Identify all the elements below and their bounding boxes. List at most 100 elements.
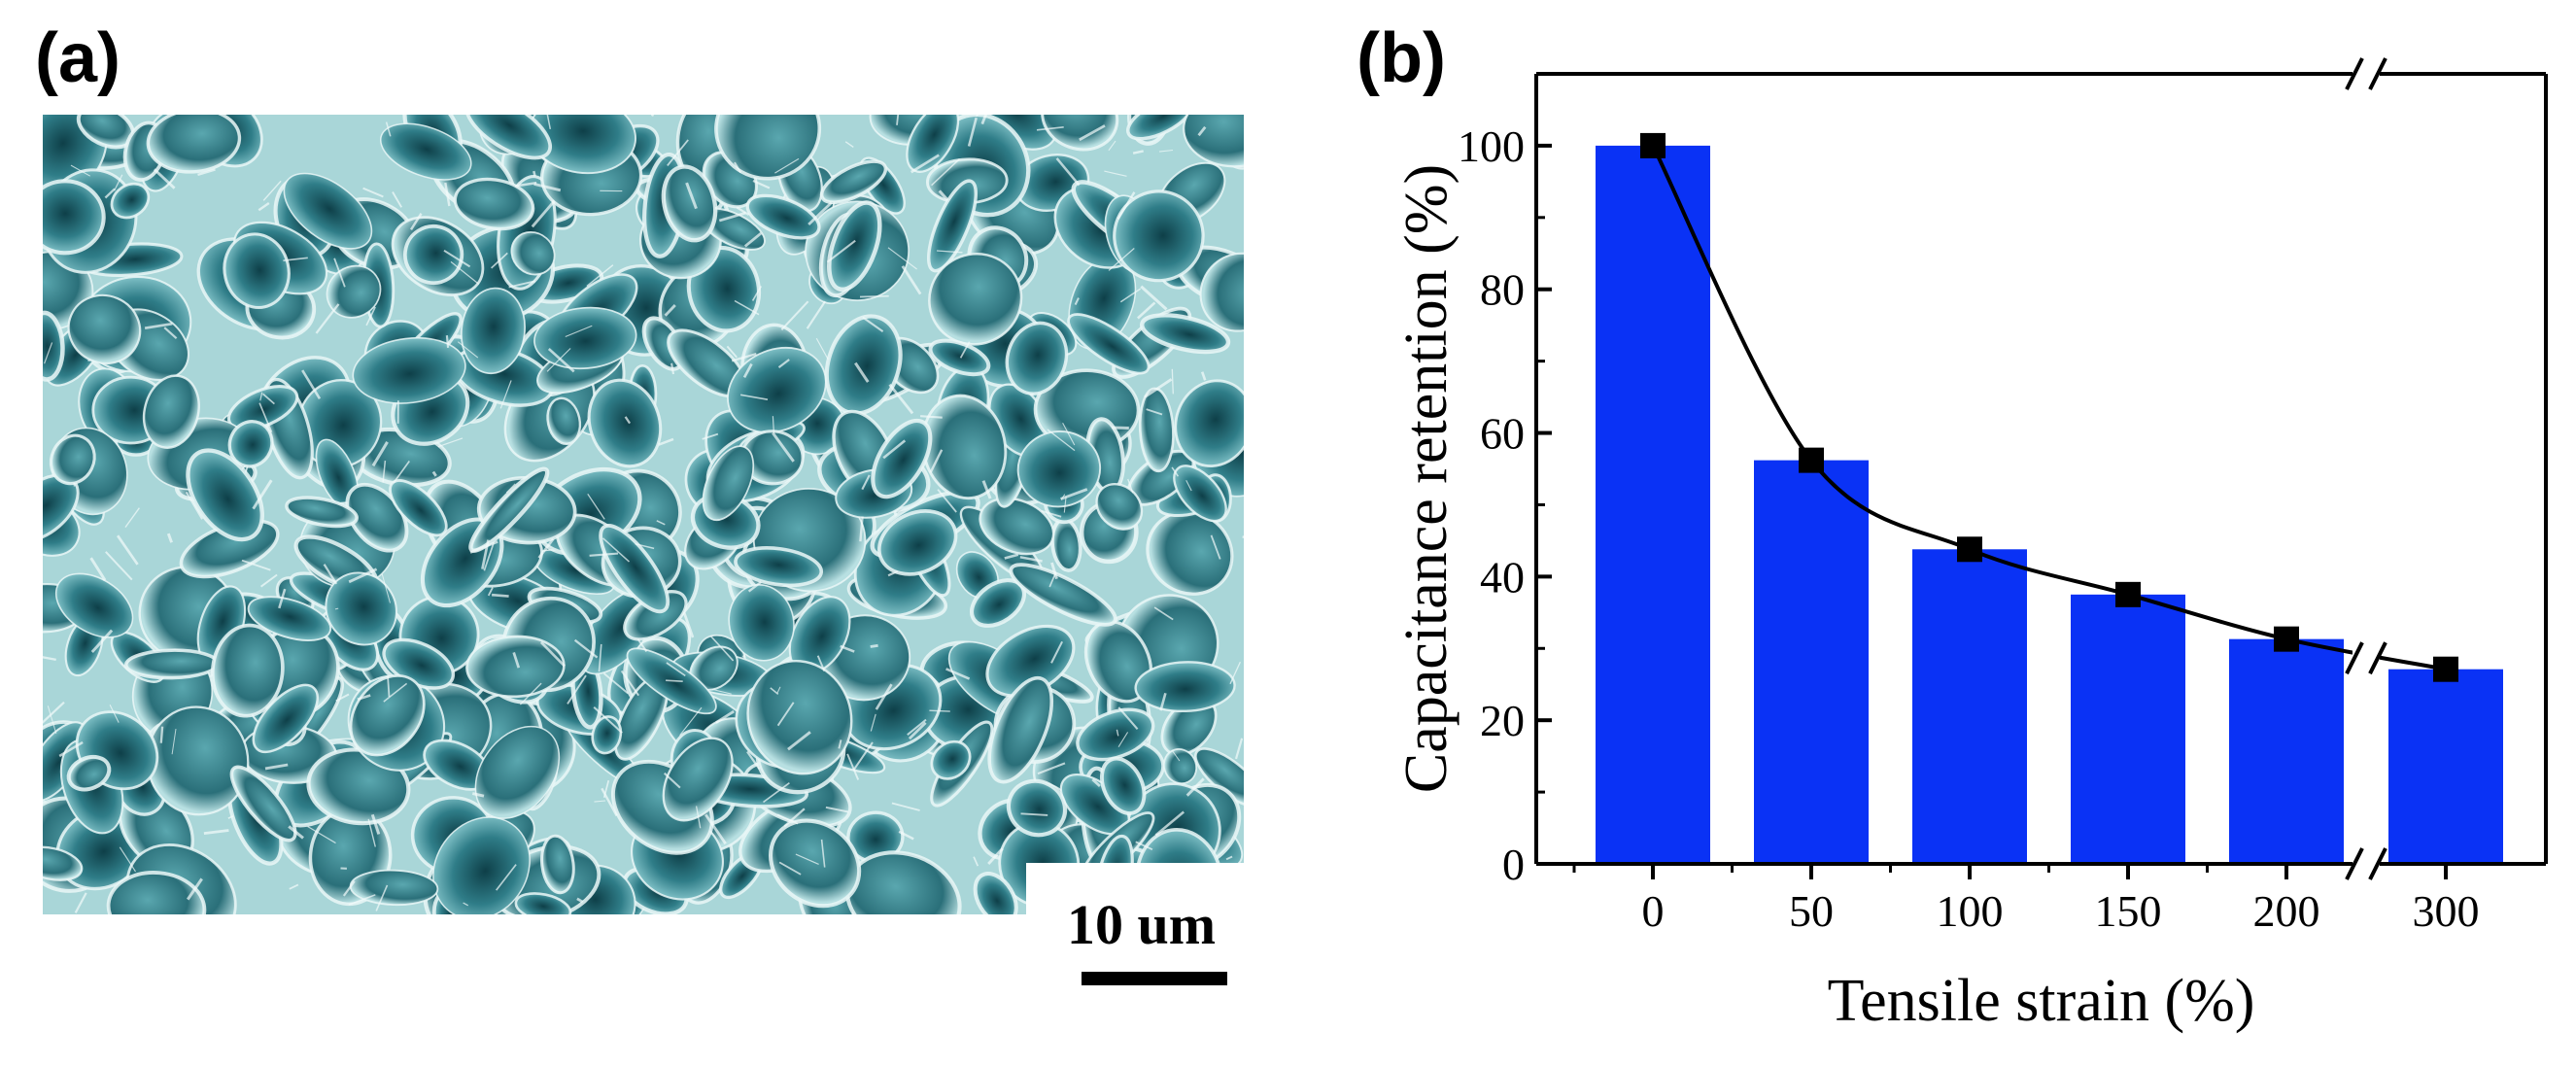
wall-strand (959, 341, 971, 359)
wall-strand (820, 839, 826, 868)
wall-strand (153, 168, 176, 189)
wall-strand (505, 483, 516, 494)
wall-strand (815, 337, 829, 361)
wall-strand (491, 252, 508, 269)
wall-strand (197, 168, 216, 177)
wall-strand (1036, 126, 1064, 131)
wall-strand (1171, 368, 1174, 395)
wall-strand (262, 393, 275, 405)
pore (930, 739, 972, 780)
pore (1134, 661, 1236, 713)
wall-strand (1050, 562, 1058, 580)
wall-strand (980, 115, 988, 125)
pore (599, 524, 670, 614)
pore (714, 115, 822, 181)
wall-strand (367, 818, 376, 847)
wall-strand (283, 257, 308, 262)
pore (146, 115, 242, 174)
wall-strand (589, 552, 619, 557)
wall-strand (602, 672, 629, 695)
wall-strand (469, 540, 498, 554)
wall-strand (457, 341, 479, 359)
wall-strand (1104, 170, 1127, 177)
wall-strand (508, 280, 535, 289)
pore (540, 834, 575, 895)
wall-strand (620, 670, 640, 697)
wall-strand (89, 557, 107, 581)
bar-200 (2229, 638, 2344, 864)
wall-strand (682, 611, 695, 638)
wall-strand (967, 117, 978, 147)
wall-strand (776, 686, 781, 694)
pore (453, 177, 535, 231)
wall-strand (203, 829, 229, 835)
x-tick-label: 0 (1642, 886, 1665, 936)
wall-strand (844, 141, 854, 148)
y-tick-label: 0 (1502, 840, 1525, 889)
wall-strand (711, 688, 732, 695)
pore (283, 172, 373, 250)
wall-strand (736, 206, 750, 217)
wall-strand (227, 814, 234, 819)
y-axis-title: Capacitance retention (%) (1393, 164, 1460, 793)
wall-strand (537, 537, 555, 559)
wall-strand (483, 541, 496, 571)
wall-strand (929, 449, 944, 473)
wall-strand (315, 303, 340, 334)
wall-strand (382, 461, 387, 483)
pore (1140, 313, 1231, 355)
bar-50 (1754, 460, 1869, 864)
wall-strand (666, 662, 686, 677)
wall-strand (365, 306, 376, 327)
wall-strand (514, 181, 537, 188)
wall-strand (1112, 426, 1129, 430)
wall-strand (392, 191, 403, 208)
wall-strand (838, 739, 842, 749)
pore (210, 623, 285, 718)
wall-strand (846, 753, 860, 780)
pore (1005, 321, 1069, 395)
wall-strand (731, 352, 757, 362)
wall-strand (1171, 466, 1180, 477)
scale-bar-label: 10 um (1066, 893, 1217, 956)
wall-strand (1091, 778, 1101, 788)
wall-strand (795, 853, 819, 865)
wall-strand (1137, 301, 1156, 320)
pore (389, 479, 448, 537)
wall-strand (896, 115, 900, 125)
wall-strand (259, 392, 263, 401)
y-tick-label: 80 (1480, 265, 1525, 315)
pore (285, 496, 359, 529)
wall-strand (491, 593, 509, 598)
wall-strand (1185, 480, 1192, 492)
wall-strand (787, 731, 811, 751)
wall-strand (471, 792, 485, 798)
wall-strand (512, 651, 521, 669)
pore (142, 374, 200, 449)
wall-strand (443, 249, 471, 268)
pore (106, 871, 207, 914)
wall-strand (43, 656, 56, 662)
pore (927, 179, 978, 273)
wall-strand (1229, 661, 1241, 685)
scale-bar (1082, 972, 1227, 985)
pore (1099, 756, 1147, 815)
wall-strand (635, 542, 655, 550)
wall-strand (920, 415, 943, 419)
line-break-mark (2345, 638, 2387, 678)
wall-strand (1050, 640, 1064, 664)
wall-strand (278, 588, 287, 609)
wall-strand (888, 383, 914, 415)
pore (49, 433, 96, 486)
wall-strand (664, 303, 676, 317)
capacitance-chart: 0 20 40 60 80 100 0 50 100 150 200 300 Tensile stra… (1393, 54, 2548, 1034)
wall-strand (601, 537, 631, 563)
wall-strand (624, 416, 632, 425)
wall-strand (887, 569, 899, 577)
pore (54, 572, 134, 638)
wall-strand (385, 121, 392, 137)
wall-strand (1060, 488, 1088, 500)
pore (110, 182, 151, 220)
wall-strand (743, 231, 763, 248)
pore (325, 571, 397, 646)
